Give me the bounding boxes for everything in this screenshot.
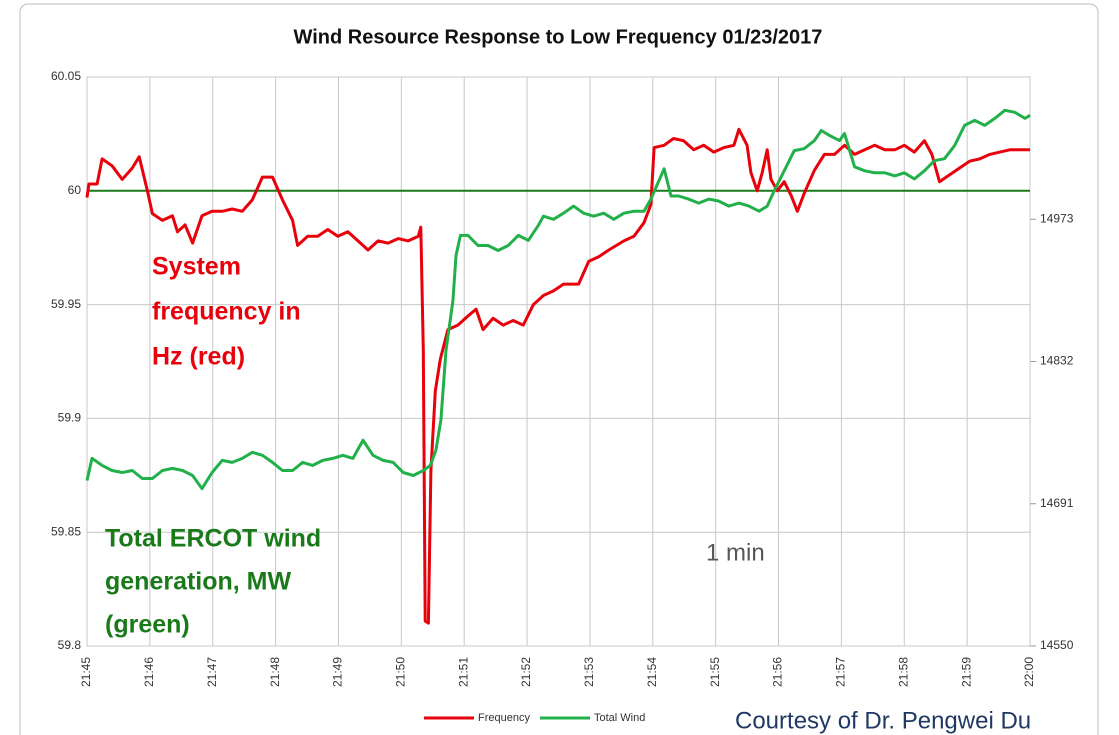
legend-label: Frequency: [478, 712, 530, 724]
y-tick-label: 59.8: [58, 638, 82, 652]
x-tick-label: 21:57: [834, 657, 848, 687]
y2-tick-label: 14973: [1040, 211, 1074, 225]
x-tick-label: 21:58: [896, 657, 910, 687]
x-tick-label: 21:54: [645, 657, 659, 687]
x-tick-label: 21:48: [268, 657, 282, 687]
x-tick-label: 21:46: [142, 657, 156, 687]
annotation: 1 min: [706, 539, 765, 566]
annotation: Total ERCOT wind: [105, 525, 321, 553]
annotation: generation, MW: [105, 568, 292, 596]
y-tick-label: 59.95: [51, 297, 81, 311]
x-tick-label: 21:59: [959, 657, 973, 687]
annotation: frequency in: [152, 298, 301, 326]
y-tick-label: 59.9: [58, 411, 82, 425]
y2-tick-label: 14691: [1040, 496, 1074, 510]
y-tick-label: 60: [68, 183, 82, 197]
series-line: [85, 127, 1030, 625]
x-tick-label: 21:51: [456, 657, 470, 687]
chart-title: Wind Resource Response to Low Frequency …: [294, 26, 823, 48]
x-tick-label: 21:53: [582, 657, 596, 687]
annotation: System: [152, 253, 241, 281]
y2-tick-label: 14832: [1040, 354, 1074, 368]
x-tick-label: 21:50: [394, 657, 408, 687]
annotation: Hz (red): [152, 343, 245, 371]
annotation: Courtesy of Dr. Pengwei Du: [735, 707, 1031, 734]
series-line: [85, 108, 1031, 491]
x-tick-label: 21:47: [205, 657, 219, 687]
x-tick-label: 21:52: [519, 657, 533, 687]
y2-tick-label: 14550: [1040, 638, 1074, 652]
legend-label: Total Wind: [594, 712, 645, 724]
x-tick-label: 21:45: [79, 657, 93, 687]
x-tick-label: 21:56: [771, 657, 785, 687]
x-tick-label: 21:55: [708, 657, 722, 687]
y-tick-label: 60.05: [51, 69, 81, 83]
annotation: (green): [105, 611, 190, 639]
y-tick-label: 59.85: [51, 524, 81, 538]
x-tick-label: 22:00: [1022, 657, 1036, 687]
x-tick-label: 21:49: [331, 657, 345, 687]
